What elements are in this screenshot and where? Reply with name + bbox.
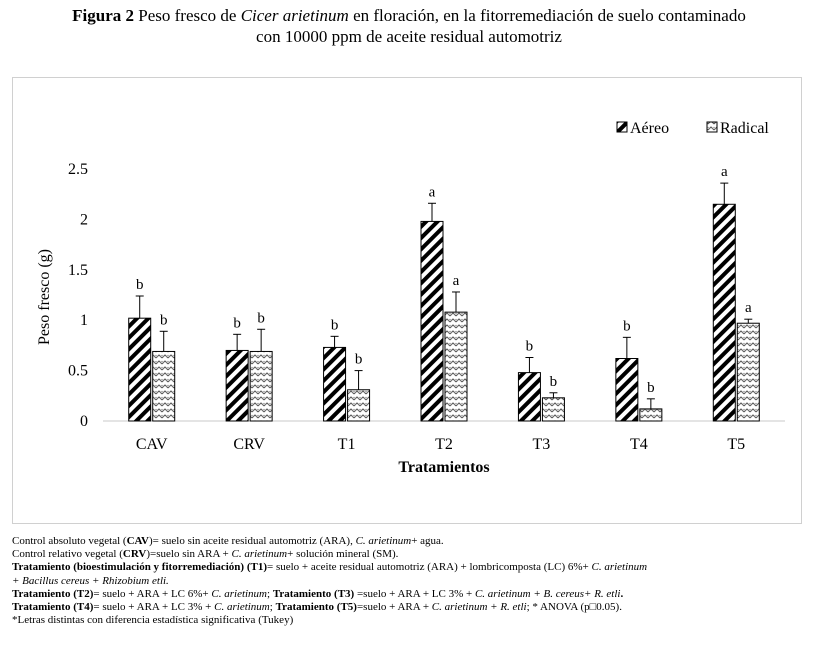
significance-letter: a	[721, 164, 728, 180]
figure-notes: Control absoluto vegetal (CAV)= suelo si…	[12, 535, 807, 627]
bar-aereo	[323, 346, 347, 422]
bar-aereo	[712, 203, 736, 422]
note-t1: Tratamiento (bioestimulación y fitorreme…	[12, 561, 807, 574]
y-tick-label: 0.5	[68, 363, 88, 380]
caption-species: Cicer arietinum	[240, 6, 349, 25]
y-tick-label: 0	[80, 413, 88, 430]
note-text: .	[620, 587, 624, 600]
note-t4-t5: Tratamiento (T4)= suelo + ARA + LC 3% + …	[12, 601, 807, 614]
note-abbr: CRV	[122, 548, 147, 561]
note-text: = suelo + ARA + LC 6%+	[93, 587, 212, 600]
significance-letter: b	[136, 277, 144, 293]
note-text: =suelo sin ARA +	[150, 548, 232, 561]
x-tick-label: T2	[435, 436, 453, 453]
note-text: Control absoluto vegetal (	[12, 535, 127, 547]
figure-caption: Figura 2 Peso fresco de Cicer arietinum …	[0, 5, 818, 47]
note-bold: Tratamiento (T5)	[275, 601, 357, 614]
note-t2-t3: Tratamiento (T2)= suelo + ARA + LC 6%+ C…	[12, 588, 807, 601]
significance-letter: b	[550, 374, 558, 390]
bar-radical	[152, 350, 176, 422]
significance-letter: b	[526, 338, 534, 354]
bar-radical	[444, 311, 468, 422]
note-species: C. arietinum	[355, 535, 412, 547]
significance-letter: b	[647, 380, 655, 396]
note-text: ;	[269, 601, 276, 614]
bar-aereo	[420, 220, 444, 422]
note-text: ; * ANOVA (p□0.05).	[526, 601, 622, 614]
note-bold: Tratamiento (T3)	[272, 587, 355, 600]
note-text: Control relativo vegetal (	[12, 548, 123, 561]
significance-letter: a	[429, 184, 436, 200]
y-tick-label: 1.5	[68, 262, 88, 279]
x-tick-label: T5	[727, 436, 745, 453]
bar-radical	[249, 350, 273, 422]
note-species: C. arietinum	[211, 587, 268, 600]
bar-aereo	[225, 349, 249, 422]
note-bold: Tratamiento (T2)	[12, 587, 94, 600]
significance-letter: b	[257, 310, 265, 326]
note-species: C. arietinum + B. cereus+ R. etli	[474, 587, 621, 600]
significance-letter: b	[160, 312, 168, 328]
x-tick-label: T3	[533, 436, 551, 453]
caption-text: Peso fresco de	[134, 6, 241, 25]
bar-radical	[541, 397, 565, 422]
x-tick-label: CAV	[136, 436, 168, 453]
note-bold: Tratamiento (bioestimulación y fitorreme…	[12, 561, 267, 574]
note-t1-cont: + Bacillus cereus + Rhizobium etli.	[12, 575, 807, 588]
x-axis-label: Tratamientos	[398, 459, 489, 476]
x-tick-label: T4	[630, 436, 648, 453]
note-species: C. arietinum	[591, 561, 648, 574]
note-text: ;	[267, 587, 273, 600]
bar-aereo	[128, 317, 152, 422]
legend-label: Aéreo	[630, 120, 669, 137]
note-abbr: CAV	[126, 535, 149, 547]
note-species: C. arietinum + R. etli	[431, 601, 527, 614]
bar-aereo	[615, 358, 639, 422]
significance-letter: b	[233, 315, 241, 331]
note-text: + agua.	[411, 535, 444, 547]
legend-label: Radical	[720, 120, 769, 137]
significance-letter: b	[355, 352, 363, 368]
y-axis-label: Peso fresco (g)	[36, 249, 53, 345]
note-text: + solución mineral (SM).	[287, 548, 399, 561]
bar-radical	[639, 408, 663, 422]
bar-aereo	[517, 372, 541, 422]
note-species: C. arietinum	[231, 548, 288, 561]
note-text: =suelo + ARA + LC 3% +	[354, 587, 475, 600]
caption-line-2: con 10000 ppm de aceite residual automot…	[256, 27, 562, 46]
chart-area	[12, 77, 802, 524]
x-tick-label: CRV	[233, 436, 265, 453]
legend-swatch-radical	[706, 121, 718, 133]
y-tick-label: 1	[80, 312, 88, 329]
note-tukey: *Letras distintas con diferencia estadís…	[12, 614, 294, 627]
significance-letter: b	[623, 318, 631, 334]
note-text: = suelo + aceite residual automotriz (AR…	[267, 561, 592, 574]
y-tick-label: 2	[80, 211, 88, 228]
note-text: =suelo + ARA +	[356, 601, 432, 614]
caption-text-rest: en floración, en la fitorremediación de …	[348, 6, 746, 25]
figure-label: Figura 2	[72, 6, 134, 25]
significance-letter: a	[745, 300, 752, 316]
y-tick-label: 2.5	[68, 161, 88, 178]
bar-radical	[736, 322, 760, 422]
x-tick-label: T1	[338, 436, 356, 453]
bar-radical	[347, 389, 371, 422]
note-text: = suelo sin aceite residual automotriz (…	[152, 535, 356, 547]
note-bold: Tratamiento (T4)	[12, 601, 94, 614]
note-text: )	[146, 548, 151, 561]
note-species: + Bacillus cereus + Rhizobium etli.	[12, 574, 169, 587]
significance-letter: a	[453, 273, 460, 289]
note-cav: Control absoluto vegetal (CAV)= suelo si…	[12, 535, 807, 548]
legend-swatch-aereo	[616, 121, 628, 133]
note-text: = suelo + ARA + LC 3% +	[93, 601, 215, 614]
caption-line-1: Figura 2 Peso fresco de Cicer arietinum …	[0, 5, 818, 26]
note-text: )	[148, 535, 153, 547]
significance-letter: b	[331, 317, 339, 333]
note-species: C. arietinum	[214, 601, 270, 614]
note-crv: Control relativo vegetal (CRV)=suelo sin…	[12, 548, 807, 561]
